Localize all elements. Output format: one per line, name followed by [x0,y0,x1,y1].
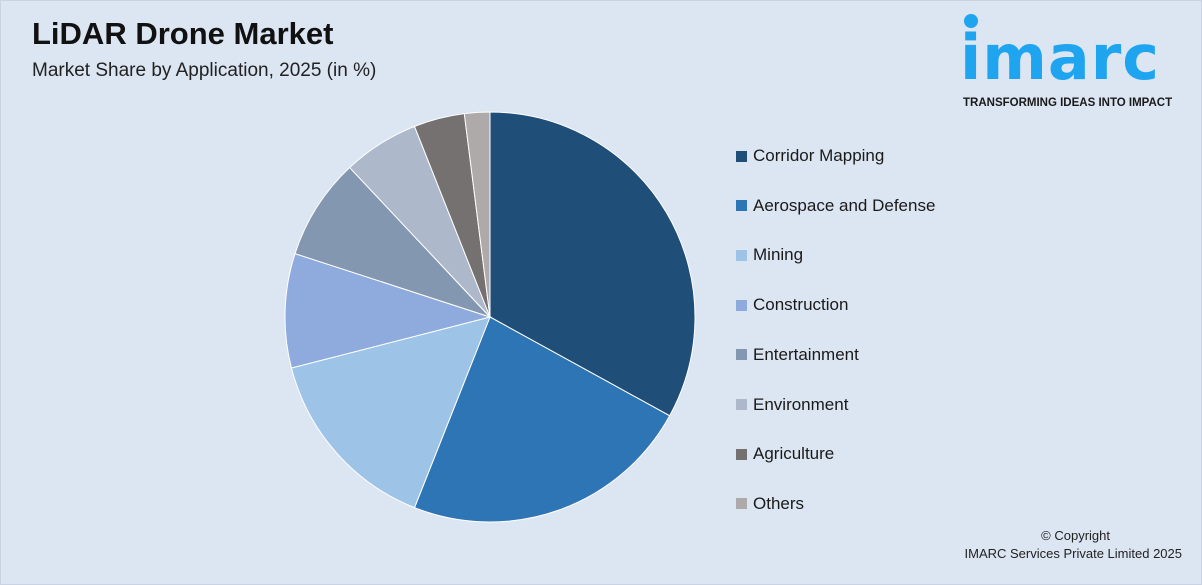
logo-dot [964,14,978,28]
legend-swatch [736,399,747,410]
legend-swatch [736,150,747,162]
legend-label: Entertainment [753,344,859,364]
legend-item: Corridor Mapping [736,145,884,167]
logo-word: imarc [960,21,1161,94]
chart-subtitle: Market Share by Application, 2025 (in %) [32,60,377,81]
pie-slice-mining [290,316,491,509]
legend-swatch [736,299,747,311]
legend-label: Corridor Mapping [753,146,885,165]
pie-slice-corridor-mapping [489,111,696,417]
legend-item: Environment [736,394,848,416]
copyright: © Copyright IMARC Services Private Limit… [965,527,1182,563]
copyright-label: © Copyright [1041,528,1110,543]
legend-label: Environment [753,394,849,414]
legend-label: Others [753,493,805,513]
imarc-logo: imarc TRANSFORMING IDEAS INTO IMPACT [958,0,1198,115]
legend-label: Agriculture [753,444,835,464]
legend-swatch [736,200,747,212]
copyright-company: IMARC Services Private Limited 2025 [964,546,1182,561]
legend-swatch [736,249,747,261]
logo-tagline: TRANSFORMING IDEAS INTO IMPACT [963,97,1173,109]
legend-swatch [736,349,747,361]
legend-item: Construction [736,294,848,316]
pie-slice-construction [284,253,492,369]
legend-item: Mining [736,244,803,266]
legend-item: Entertainment [736,344,859,366]
legend-item: Agriculture [736,443,834,465]
pie-slice-others [463,111,491,318]
legend-label: Construction [753,295,849,315]
page-title: LiDAR Drone Market [32,16,334,51]
pie-slice-aerospace-and-defense [413,316,671,523]
legend-swatch [736,498,747,510]
legend-swatch [736,448,747,460]
legend-item: Others [736,493,804,515]
legend-label: Aerospace and Defense [753,195,936,215]
legend-item: Aerospace and Defense [736,195,935,217]
legend-label: Mining [753,245,804,265]
pie-slice-entertainment [294,166,491,318]
